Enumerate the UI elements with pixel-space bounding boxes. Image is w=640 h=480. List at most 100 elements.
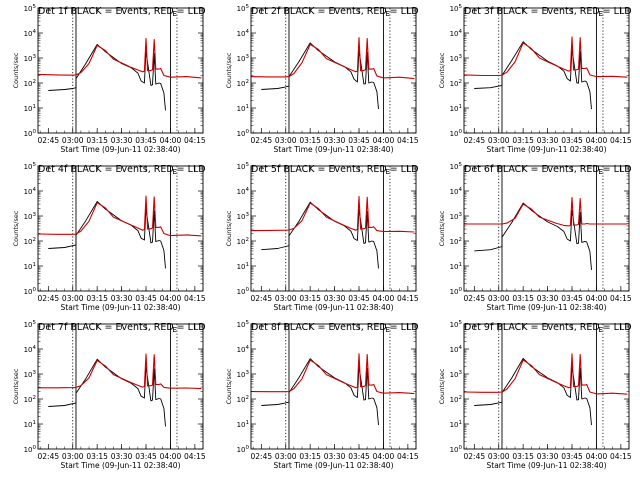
y-tick-label: 104 bbox=[24, 187, 37, 196]
panel-title: Det 3f BLACK = Events, RED = LLD bbox=[464, 6, 632, 17]
x-tick-label: 03:00 bbox=[275, 452, 297, 461]
y-tick-label: 101 bbox=[237, 262, 249, 271]
x-tick-label: 03:00 bbox=[275, 294, 297, 303]
x-tick-label: 03:00 bbox=[275, 136, 297, 145]
plot-frame bbox=[37, 7, 204, 134]
x-tick-label: 03:30 bbox=[111, 452, 133, 461]
events-series-line bbox=[48, 201, 166, 269]
events-series-line bbox=[474, 41, 592, 110]
y-tick-label: 104 bbox=[237, 187, 250, 196]
events-series-line bbox=[261, 358, 379, 426]
y-tick-label: 105 bbox=[450, 162, 463, 171]
x-axis-label: Start Time (09-Jun-11 02:38:40) bbox=[61, 145, 181, 154]
y-tick-label: 102 bbox=[24, 79, 36, 88]
lld-series-line bbox=[464, 353, 628, 395]
x-tick-label: 04:00 bbox=[586, 294, 608, 303]
y-tick-label: 102 bbox=[237, 79, 249, 88]
x-tick-label: 03:00 bbox=[62, 452, 84, 461]
x-tick-label: 03:15 bbox=[512, 136, 534, 145]
x-axis-label: Start Time (09-Jun-11 02:38:40) bbox=[274, 145, 394, 154]
x-axis-label: Start Time (09-Jun-11 02:38:40) bbox=[274, 461, 394, 470]
plot-frame bbox=[37, 165, 204, 292]
x-tick-label: 02:45 bbox=[38, 136, 60, 145]
lld-series-line bbox=[38, 195, 202, 237]
panel-title: Det 1f BLACK = Events, RED = LLD bbox=[38, 6, 206, 17]
x-tick-label: 03:00 bbox=[62, 136, 84, 145]
marker-label: E bbox=[385, 326, 389, 334]
x-axis-label: Start Time (09-Jun-11 02:38:40) bbox=[274, 303, 394, 312]
y-tick-label: 105 bbox=[237, 162, 250, 171]
x-axis-label: Start Time (09-Jun-11 02:38:40) bbox=[487, 303, 607, 312]
y-tick-label: 100 bbox=[450, 129, 463, 138]
x-tick-label: 03:30 bbox=[324, 294, 346, 303]
lld-series-line bbox=[464, 36, 628, 78]
y-tick-label: 105 bbox=[24, 320, 37, 329]
y-axis-label: Counts/sec bbox=[225, 210, 233, 246]
y-tick-label: 101 bbox=[450, 420, 462, 429]
x-tick-label: 04:00 bbox=[586, 136, 608, 145]
y-tick-label: 103 bbox=[237, 212, 250, 221]
plot-frame bbox=[250, 165, 417, 292]
marker-label: E bbox=[385, 168, 389, 176]
x-tick-label: 02:45 bbox=[251, 136, 273, 145]
lld-series-line bbox=[251, 37, 415, 80]
x-tick-label: 03:45 bbox=[135, 452, 157, 461]
y-axis-label: Counts/sec bbox=[438, 210, 446, 246]
y-tick-label: 103 bbox=[450, 54, 463, 63]
x-tick-label: 04:15 bbox=[184, 452, 206, 461]
lld-series-line bbox=[464, 196, 628, 227]
y-tick-label: 101 bbox=[450, 104, 462, 113]
y-tick-label: 101 bbox=[450, 262, 462, 271]
y-tick-label: 104 bbox=[450, 187, 463, 196]
x-tick-label: 03:45 bbox=[348, 136, 370, 145]
x-tick-label: 04:00 bbox=[373, 452, 395, 461]
lld-series-line bbox=[251, 353, 415, 395]
x-tick-label: 04:15 bbox=[397, 136, 419, 145]
events-series-line bbox=[474, 357, 592, 426]
y-tick-label: 104 bbox=[237, 345, 250, 354]
y-tick-label: 104 bbox=[24, 29, 37, 38]
y-tick-label: 103 bbox=[450, 370, 463, 379]
x-tick-label: 02:45 bbox=[38, 294, 60, 303]
y-tick-label: 103 bbox=[24, 212, 37, 221]
x-tick-label: 03:15 bbox=[86, 136, 108, 145]
y-axis-label: Counts/sec bbox=[225, 52, 233, 88]
y-tick-label: 105 bbox=[237, 4, 250, 13]
panel-title: Det 4f BLACK = Events, RED = LLD bbox=[38, 164, 206, 175]
x-tick-label: 03:15 bbox=[86, 452, 108, 461]
y-tick-label: 100 bbox=[24, 445, 37, 454]
y-tick-label: 102 bbox=[24, 395, 36, 404]
y-axis-label: Counts/sec bbox=[12, 368, 20, 404]
y-tick-label: 104 bbox=[450, 29, 463, 38]
panel-title: Det 2f BLACK = Events, RED = LLD bbox=[251, 6, 419, 17]
x-tick-label: 03:15 bbox=[299, 136, 321, 145]
x-tick-label: 03:00 bbox=[488, 294, 510, 303]
events-series-line bbox=[48, 358, 166, 427]
x-tick-label: 04:00 bbox=[160, 136, 182, 145]
x-tick-label: 03:45 bbox=[561, 136, 583, 145]
panel-title: Det 6f BLACK = Events, RED = LLD bbox=[464, 164, 632, 175]
y-tick-label: 105 bbox=[237, 320, 250, 329]
y-tick-label: 101 bbox=[24, 420, 36, 429]
y-tick-label: 100 bbox=[24, 129, 37, 138]
y-tick-label: 103 bbox=[237, 54, 250, 63]
y-tick-label: 103 bbox=[24, 370, 37, 379]
y-tick-label: 103 bbox=[24, 54, 37, 63]
y-tick-label: 104 bbox=[237, 29, 250, 38]
y-tick-label: 101 bbox=[237, 420, 249, 429]
x-tick-label: 04:00 bbox=[586, 452, 608, 461]
x-tick-label: 03:15 bbox=[299, 452, 321, 461]
events-series-line bbox=[48, 43, 166, 111]
x-tick-label: 03:45 bbox=[561, 452, 583, 461]
lld-series-line bbox=[38, 353, 202, 390]
x-tick-label: 03:30 bbox=[111, 136, 133, 145]
panel-title: Det 7f BLACK = Events, RED = LLD bbox=[38, 322, 206, 333]
x-tick-label: 04:15 bbox=[610, 294, 632, 303]
